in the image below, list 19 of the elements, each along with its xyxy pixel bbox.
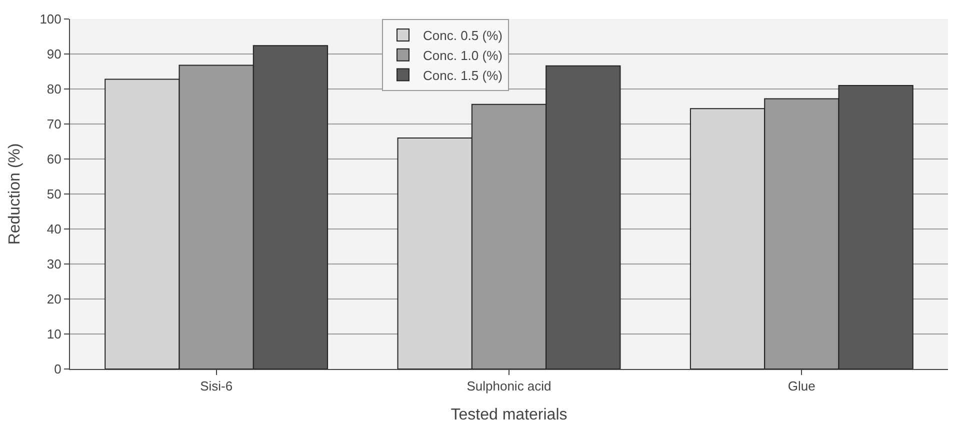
legend-label: Conc. 0.5 (%): [423, 28, 502, 44]
y-tick-label: 10: [46, 326, 62, 342]
y-tick-label: 40: [46, 222, 62, 237]
y-tick-label: 90: [46, 46, 62, 62]
y-tick-label: 0: [54, 362, 62, 377]
x-tick-label: Sulphonic acid: [466, 378, 552, 394]
y-tick-label: 80: [46, 82, 62, 97]
y-tick-label: 100: [40, 12, 62, 27]
legend-label: Conc. 1.5 (%): [423, 68, 502, 83]
y-tick-label: 50: [46, 186, 62, 202]
x-tick-label: Glue: [788, 378, 816, 394]
x-axis-title: Tested materials: [450, 406, 568, 424]
legend-label: Conc. 1.0 (%): [423, 48, 502, 63]
y-tick-label: 30: [46, 256, 62, 272]
y-tick-label: 60: [46, 152, 62, 167]
x-tick-label: Sisi-6: [200, 378, 233, 394]
y-axis-title: Reduction (%): [6, 143, 24, 245]
y-tick-label: 20: [46, 292, 62, 307]
y-tick-label: 70: [46, 116, 62, 132]
